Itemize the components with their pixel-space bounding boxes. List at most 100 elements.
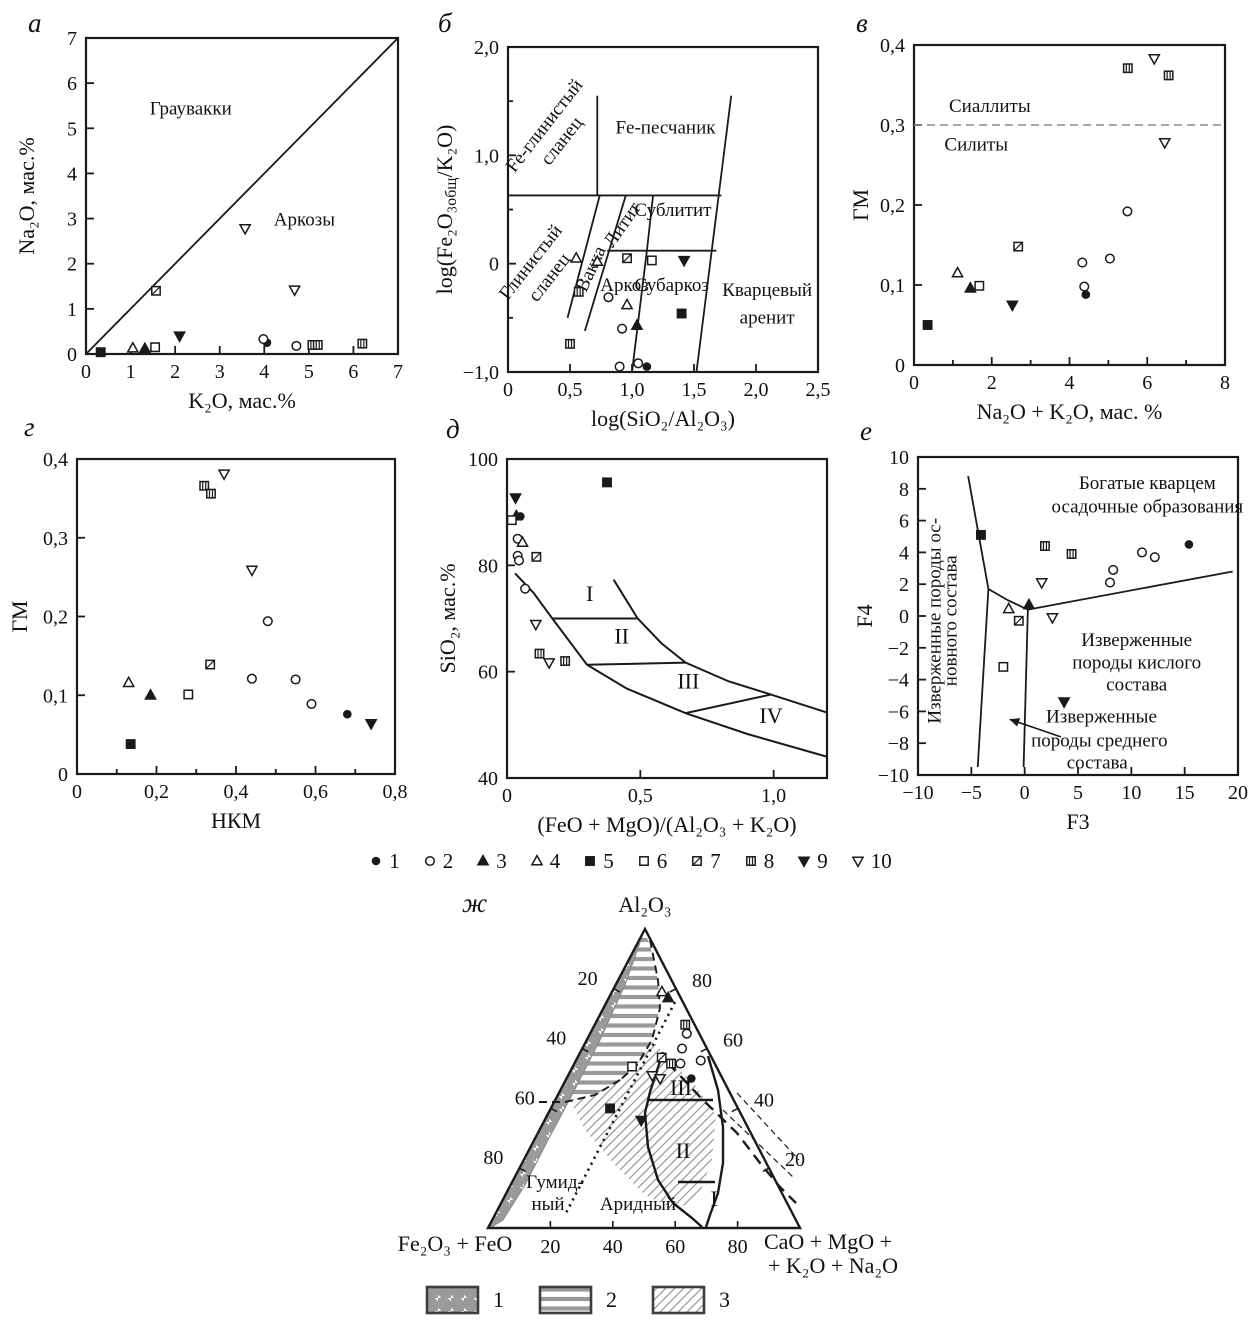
data-point-tri-open xyxy=(126,341,140,353)
figure-graphic xyxy=(513,555,525,566)
x-tick-label: 0,8 xyxy=(383,781,408,803)
data-point-sq-filled xyxy=(95,347,106,358)
symbol-legend-number: 9 xyxy=(817,848,828,873)
data-point-tri-down-filled xyxy=(677,255,691,268)
x-tick-label: 2,0 xyxy=(744,379,769,401)
data-point-circle-open xyxy=(513,555,525,566)
data-point-sq-vlines xyxy=(1039,541,1050,551)
field-boundary-line xyxy=(612,579,828,714)
x-tick-label: 6 xyxy=(1142,372,1152,394)
figure-graphic xyxy=(680,1019,691,1030)
figure-graphic xyxy=(605,1103,616,1114)
ternary-right-vertex-label: CaO + MgO + xyxy=(764,1229,892,1254)
y-tick-label: 6 xyxy=(899,511,909,533)
figure-graphic: Сиаллиты xyxy=(949,96,1031,117)
x-tick-label: 1,5 xyxy=(682,379,707,401)
y-tick-label: 1,0 xyxy=(474,145,499,167)
x-tick-label: 4 xyxy=(1065,372,1075,394)
data-point-tri-down-open xyxy=(1035,578,1049,590)
figure-graphic: Изверженные xyxy=(1046,707,1157,728)
symbol-legend-marker-tri-down-filled xyxy=(797,856,811,868)
symbol-legend-number: 8 xyxy=(763,848,775,873)
y-tick-label: 5 xyxy=(67,118,77,140)
figure-graphic xyxy=(974,280,985,291)
data-point-tri-down-filled xyxy=(1057,697,1071,709)
data-point-sq-vlines xyxy=(534,648,545,659)
x-axis-label: НКМ xyxy=(211,808,261,833)
data-point-sq-open xyxy=(646,255,657,266)
figure-graphic xyxy=(731,1107,739,1113)
field-label: состава xyxy=(1106,675,1168,696)
figure-graphic xyxy=(657,1053,666,1062)
figure-graphic: I xyxy=(586,581,593,606)
y-tick-label: 3 xyxy=(67,209,77,231)
figure-graphic xyxy=(677,255,691,268)
data-point-tri-open xyxy=(590,254,604,267)
symbol-legend-number: 2 xyxy=(442,848,454,873)
y-tick-label: 0 xyxy=(58,764,68,786)
y-tick-label: 80 xyxy=(478,555,498,577)
data-point-circle-open xyxy=(1079,281,1090,292)
symbol-legend-item-8: 8 xyxy=(743,848,775,874)
figure-graphic: осадочные образования xyxy=(1052,497,1244,518)
y-tick-label: −1,0 xyxy=(463,362,499,384)
data-point-circle-open xyxy=(675,1058,686,1069)
figure-graphic xyxy=(357,338,368,349)
y-tick-label: 6 xyxy=(67,73,77,95)
ternary-boundary-line xyxy=(489,936,643,1229)
figure-graphic xyxy=(205,660,215,669)
data-point-tri-filled xyxy=(476,854,490,866)
data-point-circle-open xyxy=(681,1028,692,1039)
y-axis-label: log(Fe₂O₃общ/K₂O) xyxy=(432,125,460,295)
figure-graphic: Сублитит xyxy=(634,200,712,221)
figure-graphic xyxy=(1122,206,1133,217)
ternary-right-tick-label: 40 xyxy=(754,1089,774,1111)
panel-a-scatter-na2o-k2o: 0 1 2 3 4 5 6 7 0 1 2 3 4 5 6 7 Граувакки Аркозы K₂O, мас.… xyxy=(14,28,403,413)
x-tick-label: 0,6 xyxy=(303,781,328,803)
figure-graphic xyxy=(700,1047,708,1053)
y-tick-label: 2 xyxy=(899,574,909,596)
symbol-legend-number: 5 xyxy=(603,848,614,873)
panel-letter-b: б xyxy=(438,8,452,38)
x-axis-label: (FeO + MgO)/(Al₂O₃ + K₂O) xyxy=(537,812,796,837)
figure-graphic xyxy=(1035,578,1049,590)
field-label: породы кислого xyxy=(1072,652,1201,673)
data-point-sq-open xyxy=(638,856,649,866)
y-tick-label: 0 xyxy=(895,355,905,377)
figure-graphic: Граувакки xyxy=(150,99,232,120)
ternary-bottom-tick-label: 60 xyxy=(665,1236,685,1258)
data-point-tri-filled xyxy=(138,341,152,354)
plot-border xyxy=(75,457,397,776)
symbol-legend-marker-tri-open xyxy=(530,854,544,866)
figure-graphic xyxy=(1005,300,1019,312)
y-tick-label: −8 xyxy=(888,733,909,755)
figure-graphic: ГМ xyxy=(7,601,32,633)
panel-e-f3-f4-discrimination: −10 −5 0 5 10 15 20 −10 −8 −6 −4 −2 0 2 4 6 8 10 Богатые к… xyxy=(852,447,1248,834)
figure-graphic xyxy=(126,341,140,353)
figure-graphic xyxy=(620,297,634,310)
data-point-tri-open xyxy=(516,535,529,548)
ternary-field-label: I xyxy=(710,1186,717,1211)
figure-graphic xyxy=(290,674,301,685)
data-point-sq-vlines xyxy=(1066,549,1077,559)
figure-graphic xyxy=(675,1058,686,1069)
data-point-tri-open xyxy=(1002,601,1016,614)
figure-graphic xyxy=(173,331,186,343)
figure-graphic: F3 xyxy=(1066,809,1089,834)
figure-graphic xyxy=(1158,138,1172,150)
data-point-tri-down-filled xyxy=(173,331,186,343)
hatch-legend-swatch-diag-bold xyxy=(425,1285,480,1315)
symbol-legend-number: 10 xyxy=(870,848,892,873)
symbol-legend-number: 1 xyxy=(389,848,400,873)
x-tick-label: 1 xyxy=(126,361,136,383)
x-tick-label: 20 xyxy=(1228,782,1248,804)
data-point-circle-filled xyxy=(687,1074,696,1083)
data-point-tri-filled xyxy=(661,990,675,1003)
figure-graphic xyxy=(963,281,977,293)
symbol-legend-item-9: 9 xyxy=(796,849,828,874)
ternary-left-tick-label: 20 xyxy=(578,968,598,990)
figure-graphic xyxy=(516,535,529,548)
ternary-bottom-tick-label: 40 xyxy=(603,1236,623,1258)
field-boundary-line xyxy=(584,195,627,332)
data-point-circle-filled xyxy=(1081,290,1091,299)
